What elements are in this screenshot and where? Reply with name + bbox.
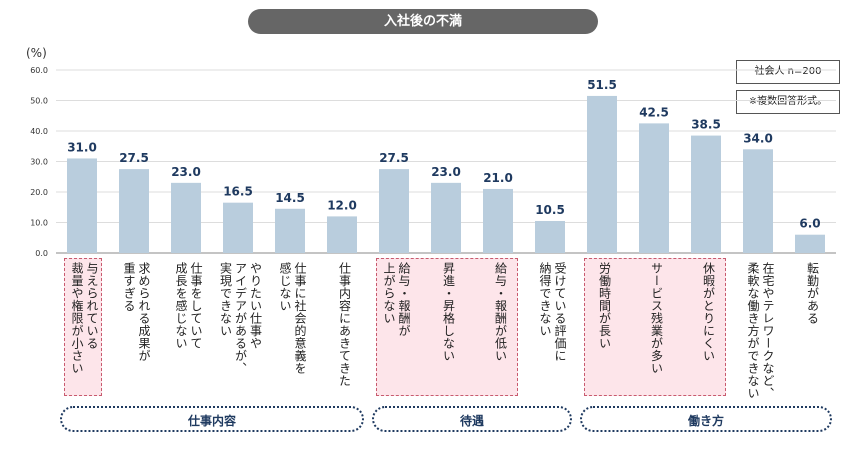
bar — [587, 95, 617, 253]
bar — [275, 208, 305, 253]
group-label: 待遇 — [372, 406, 572, 432]
bar-value-label: 6.0 — [799, 217, 820, 231]
y-tick-label: 10.0 — [30, 219, 48, 228]
bar — [327, 216, 357, 253]
highlight-box — [584, 258, 726, 396]
bar — [119, 169, 149, 253]
highlight-box — [376, 258, 518, 396]
y-tick-label: 50.0 — [30, 97, 48, 106]
bar — [743, 149, 773, 253]
category-label: 労働時間が長い — [597, 262, 612, 350]
y-tick-label: 20.0 — [30, 188, 48, 197]
category-label: 昇進・昇格しない — [441, 262, 456, 362]
group-label: 働き方 — [580, 406, 832, 432]
bar-value-label: 51.5 — [587, 78, 617, 92]
y-axis-unit: (%) — [26, 46, 47, 60]
y-tick-label: 40.0 — [30, 127, 48, 136]
bar — [691, 135, 721, 253]
bar-value-label: 10.5 — [535, 203, 565, 217]
bar-value-label: 12.0 — [327, 198, 357, 212]
bar — [795, 234, 825, 253]
category-label: 与えられている 裁量や権限が小さい — [70, 262, 99, 375]
category-label: 給与・報酬が 上がらない — [382, 262, 411, 337]
category-label: 給与・報酬が低い — [493, 262, 508, 362]
sample-size-note: 社会人 n=200 — [736, 60, 840, 84]
bar — [379, 169, 409, 253]
category-label: 転勤がある — [805, 262, 820, 325]
y-tick-label: 60.0 — [30, 66, 48, 75]
category-label: 求められる成果が 重すぎる — [122, 262, 151, 362]
category-label: やりたい仕事や アイデアがあるが、 実現できない — [218, 262, 263, 375]
category-label: サービス残業が多い — [649, 262, 664, 375]
bar-chart: 0.0 10.0 20.0 30.0 40.0 50.0 60.0 31.0 27.5 23.0 1… — [30, 66, 836, 258]
answer-format-note: ※複数回答形式。 — [736, 90, 840, 114]
bar — [431, 182, 461, 253]
bar — [639, 123, 669, 253]
bar-value-label: 34.0 — [743, 131, 773, 145]
bar — [223, 202, 253, 253]
bar-value-label: 21.0 — [483, 171, 513, 185]
group-label: 仕事内容 — [60, 406, 364, 432]
bar-value-label: 16.5 — [223, 185, 253, 199]
bar-value-label: 31.0 — [67, 140, 97, 154]
highlight-box — [64, 258, 102, 396]
bar-value-label: 23.0 — [431, 165, 461, 179]
bar — [483, 188, 513, 253]
bar — [67, 158, 97, 253]
y-tick-label: 30.0 — [30, 158, 48, 167]
bar-value-label: 42.5 — [639, 105, 669, 119]
chart-title: 入社後の不満 — [248, 9, 598, 34]
bar-value-label: 27.5 — [119, 151, 149, 165]
category-label: 仕事内容にあきてきた — [337, 262, 352, 387]
y-tick-label: 0.0 — [35, 249, 48, 258]
bar-value-label: 27.5 — [379, 151, 409, 165]
bar — [535, 220, 565, 253]
category-label: 仕事をしていて 成長を感じない — [174, 262, 203, 350]
category-label: 休暇がとりにくい — [701, 262, 716, 362]
category-label: 仕事に社会的意義を 感じない — [278, 262, 307, 375]
bar-value-label: 14.5 — [275, 191, 305, 205]
category-label: 受けている評価に 納得できない — [538, 262, 567, 362]
category-label: 在宅やテレワークなど、 柔軟な働き方ができない — [746, 262, 775, 400]
bar — [171, 182, 201, 253]
bar-value-label: 38.5 — [691, 118, 721, 132]
bar-value-label: 23.0 — [171, 165, 201, 179]
